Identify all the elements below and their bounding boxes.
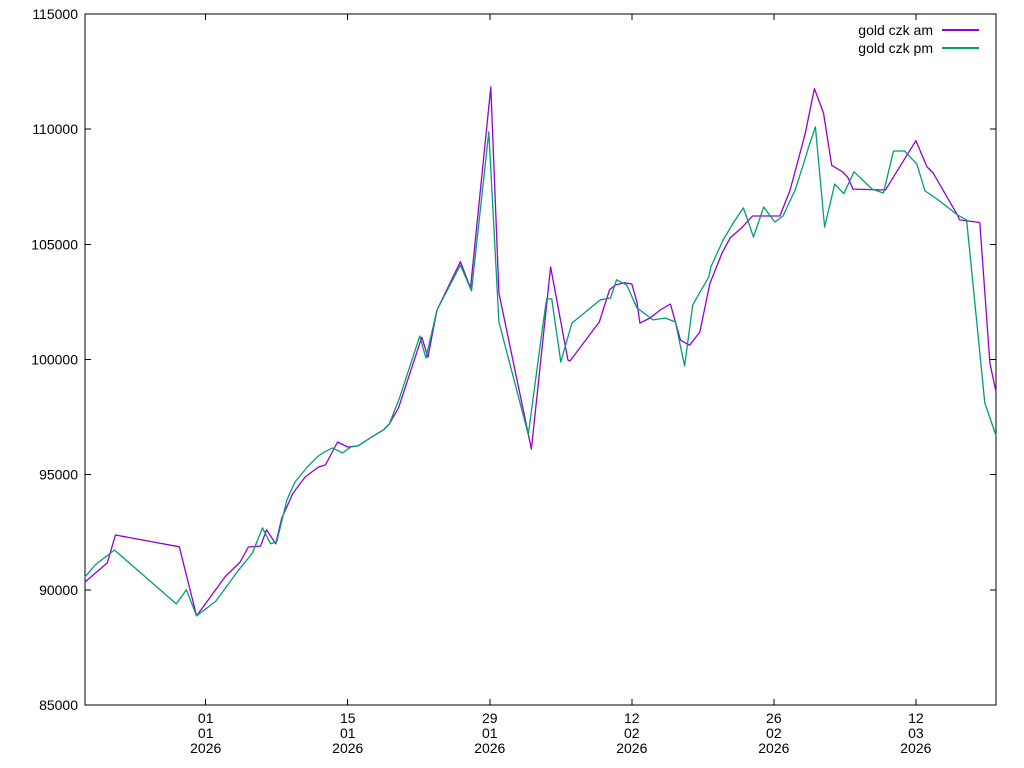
x-tick-label: 03 bbox=[908, 725, 924, 741]
x-tick-label: 02 bbox=[624, 725, 640, 741]
x-tick-label: 2026 bbox=[332, 740, 363, 756]
x-tick-label: 01 bbox=[198, 725, 214, 741]
y-tick-label: 90000 bbox=[39, 582, 78, 598]
x-tick-label: 02 bbox=[766, 725, 782, 741]
x-tick-label: 2026 bbox=[900, 740, 931, 756]
series-line-pm bbox=[84, 126, 997, 617]
x-tick-label: 29 bbox=[482, 710, 498, 726]
legend-line-sample-am bbox=[942, 28, 979, 31]
y-tick-label: 95000 bbox=[39, 467, 78, 483]
x-tick-label: 01 bbox=[482, 725, 498, 741]
legend-label-pm: gold czk pm bbox=[858, 39, 933, 56]
y-tick-label: 100000 bbox=[31, 352, 78, 368]
x-tick-label: 01 bbox=[340, 725, 356, 741]
y-tick-label: 115000 bbox=[32, 6, 78, 22]
x-tick-label: 2026 bbox=[758, 740, 789, 756]
x-tick-label: 01 bbox=[198, 710, 214, 726]
x-tick-label: 2026 bbox=[474, 740, 505, 756]
x-tick-label: 12 bbox=[908, 710, 924, 726]
y-tick-label: 85000 bbox=[39, 697, 78, 713]
legend-line-sample-pm bbox=[942, 46, 979, 49]
x-tick-label: 15 bbox=[340, 710, 356, 726]
x-tick-label: 12 bbox=[624, 710, 640, 726]
series-line-am bbox=[84, 86, 997, 617]
y-tick-label: 105000 bbox=[31, 236, 78, 252]
legend-item-am: gold czk am bbox=[858, 21, 979, 38]
legend-item-pm: gold czk pm bbox=[858, 39, 979, 56]
legend-label-am: gold czk am bbox=[858, 21, 933, 38]
x-tick-label: 2026 bbox=[190, 740, 221, 756]
x-tick-label: 26 bbox=[766, 710, 782, 726]
x-tick-label: 2026 bbox=[616, 740, 647, 756]
legend: gold czk am gold czk pm bbox=[858, 21, 979, 56]
y-tick-label: 110000 bbox=[32, 121, 78, 137]
